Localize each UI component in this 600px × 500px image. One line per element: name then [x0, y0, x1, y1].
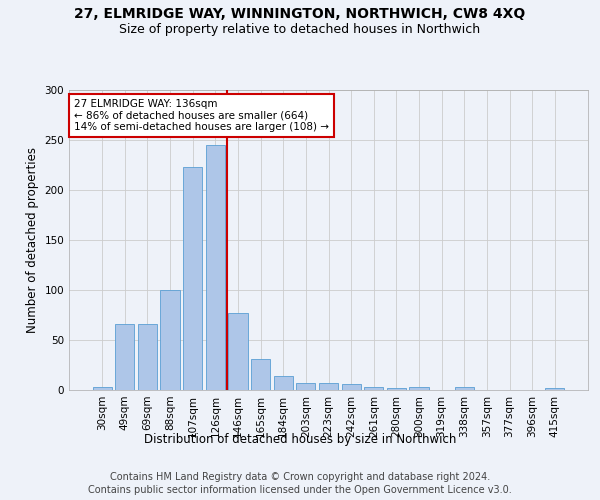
- Bar: [206, 145, 225, 390]
- Bar: [274, 376, 293, 390]
- Bar: [341, 384, 361, 390]
- Bar: [387, 388, 406, 390]
- Text: Contains public sector information licensed under the Open Government Licence v3: Contains public sector information licen…: [88, 485, 512, 495]
- Bar: [409, 387, 428, 390]
- Bar: [229, 313, 248, 390]
- Bar: [115, 324, 134, 390]
- Bar: [251, 359, 270, 390]
- Bar: [545, 388, 565, 390]
- Bar: [92, 387, 112, 390]
- Bar: [364, 387, 383, 390]
- Text: 27 ELMRIDGE WAY: 136sqm
← 86% of detached houses are smaller (664)
14% of semi-d: 27 ELMRIDGE WAY: 136sqm ← 86% of detache…: [74, 99, 329, 132]
- Bar: [455, 387, 474, 390]
- Y-axis label: Number of detached properties: Number of detached properties: [26, 147, 39, 333]
- Bar: [183, 167, 202, 390]
- Text: 27, ELMRIDGE WAY, WINNINGTON, NORTHWICH, CW8 4XQ: 27, ELMRIDGE WAY, WINNINGTON, NORTHWICH,…: [74, 8, 526, 22]
- Text: Distribution of detached houses by size in Northwich: Distribution of detached houses by size …: [144, 432, 456, 446]
- Bar: [138, 324, 157, 390]
- Bar: [160, 290, 180, 390]
- Text: Contains HM Land Registry data © Crown copyright and database right 2024.: Contains HM Land Registry data © Crown c…: [110, 472, 490, 482]
- Bar: [319, 383, 338, 390]
- Bar: [296, 383, 316, 390]
- Text: Size of property relative to detached houses in Northwich: Size of property relative to detached ho…: [119, 22, 481, 36]
